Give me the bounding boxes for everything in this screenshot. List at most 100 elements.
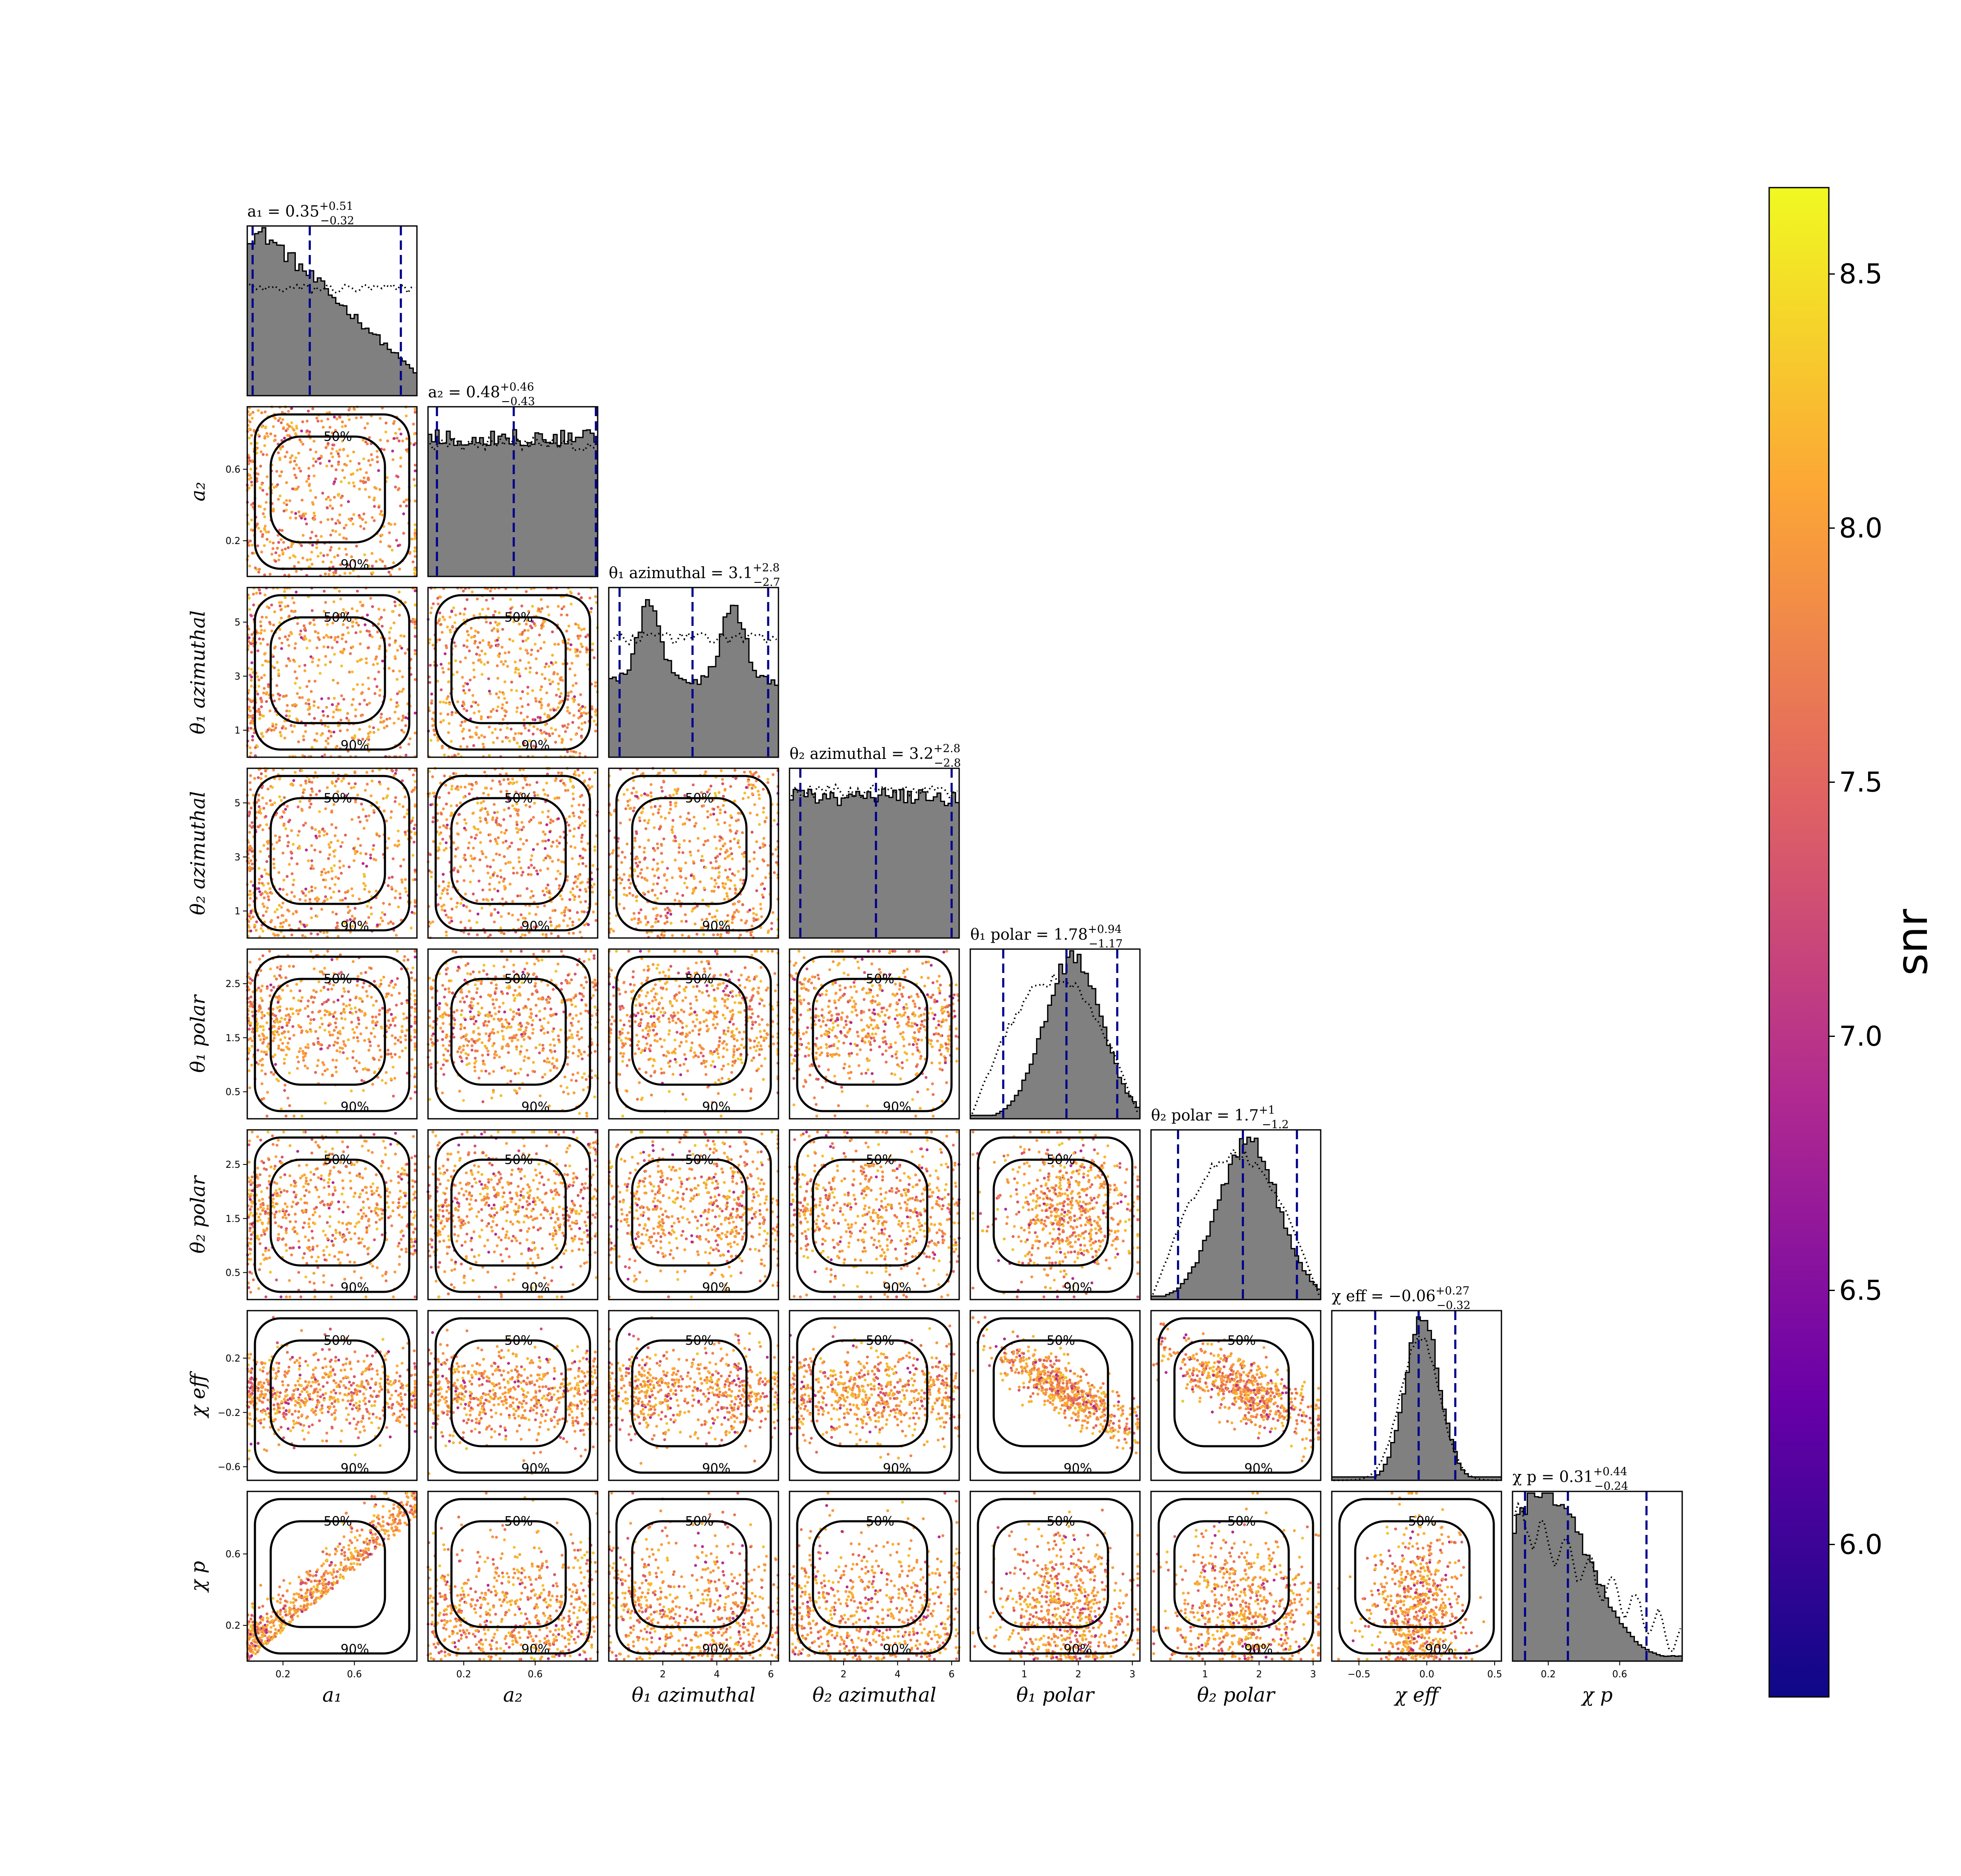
scatter-point [559, 835, 562, 838]
scatter-point [272, 986, 275, 989]
scatter-point [322, 714, 325, 717]
scatter-point [699, 880, 702, 883]
scatter-point [249, 982, 252, 985]
scatter-point [324, 808, 327, 811]
scatter-point [315, 546, 318, 549]
scatter-point [330, 823, 333, 826]
scatter-point [352, 688, 355, 691]
scatter-point [286, 704, 289, 707]
hist-panel-t2az: θ₂ azimuthal = 3.2+2.8 −2.8 [790, 742, 961, 938]
scatter-point [712, 813, 715, 816]
scatter-point [293, 725, 296, 728]
scatter-point [323, 834, 326, 837]
scatter-point [404, 1034, 407, 1037]
scatter-point [490, 787, 493, 790]
scatter-point [460, 786, 463, 789]
scatter-point [299, 630, 302, 633]
scatter-point [362, 512, 365, 515]
scatter-point [264, 770, 267, 773]
scatter-point [617, 847, 620, 850]
scatter-point [631, 894, 634, 897]
scatter-point [287, 644, 290, 647]
scatter-point [307, 703, 310, 706]
scatter-point [518, 732, 521, 735]
contour-label-90: 90% [341, 919, 369, 934]
scatter-point [487, 793, 490, 796]
scatter-point [741, 831, 744, 834]
scatter-point [288, 819, 291, 822]
scatter-point [473, 857, 476, 860]
scatter-point [585, 1112, 588, 1115]
scatter-point [690, 874, 693, 877]
scatter-point [312, 518, 315, 521]
scatter-point [316, 1037, 319, 1040]
scatter-point [749, 934, 752, 937]
scatter-point [282, 427, 285, 430]
scatter-point [368, 890, 371, 893]
scatter-point [414, 1000, 416, 1003]
scatter-point [578, 752, 581, 755]
scatter-point [530, 648, 533, 651]
scatter-point [265, 823, 268, 826]
scatter-point [298, 1050, 301, 1053]
scatter-point [401, 1050, 404, 1053]
scatter-point [515, 689, 518, 692]
scatter-point [371, 770, 374, 773]
scatter-point [581, 645, 584, 648]
scatter-point [295, 476, 298, 479]
scatter-point [314, 680, 317, 683]
scatter-point [503, 885, 506, 888]
scatter-point [336, 1049, 338, 1052]
scatter-point [585, 648, 588, 651]
scatter-point [348, 418, 351, 421]
scatter-point [631, 918, 633, 921]
scatter-point [718, 875, 721, 878]
scatter-point [567, 692, 570, 695]
scatter-point [395, 769, 398, 772]
scatter-point [393, 774, 396, 777]
scatter-point [551, 732, 554, 735]
scatter-point [358, 1008, 361, 1011]
scatter-point [258, 568, 261, 571]
scatter-point [612, 929, 615, 932]
scatter-point [344, 548, 347, 551]
scatter-point [477, 828, 480, 831]
scatter-point [294, 670, 297, 673]
scatter-point [346, 626, 349, 629]
scatter-point [775, 861, 778, 864]
scatter-point [360, 416, 363, 419]
scatter-point [343, 1011, 346, 1014]
scatter-point [731, 857, 734, 860]
scatter-point [650, 925, 653, 928]
scatter-point [303, 788, 306, 791]
scatter-point [401, 719, 404, 722]
scatter-point [391, 1034, 394, 1037]
scatter-point [275, 723, 278, 726]
scatter-point [311, 864, 314, 867]
scatter-point [388, 631, 391, 634]
scatter-point [414, 589, 416, 592]
contour-label-50: 50% [324, 429, 352, 444]
scatter-point [390, 1056, 393, 1059]
scatter-point [351, 915, 354, 918]
scatter-point [379, 979, 382, 982]
scatter-point [457, 846, 460, 849]
scatter-point [331, 455, 334, 458]
scatter-point [468, 1062, 471, 1065]
scatter-point [731, 921, 734, 924]
scatter-point [348, 909, 351, 912]
scatter-point [312, 989, 315, 992]
scatter-point [724, 883, 727, 886]
scatter-point [578, 889, 581, 892]
scatter-point [414, 950, 416, 953]
scatter-point [325, 498, 328, 501]
scatter-point [684, 913, 687, 916]
scatter-point [470, 1001, 473, 1004]
scatter-point [272, 425, 275, 428]
scatter-point [475, 921, 478, 924]
scatter-point [353, 734, 356, 737]
scatter-point [342, 536, 345, 539]
scatter-point [539, 689, 542, 692]
scatter-point [543, 904, 546, 907]
scatter-point [539, 719, 542, 722]
